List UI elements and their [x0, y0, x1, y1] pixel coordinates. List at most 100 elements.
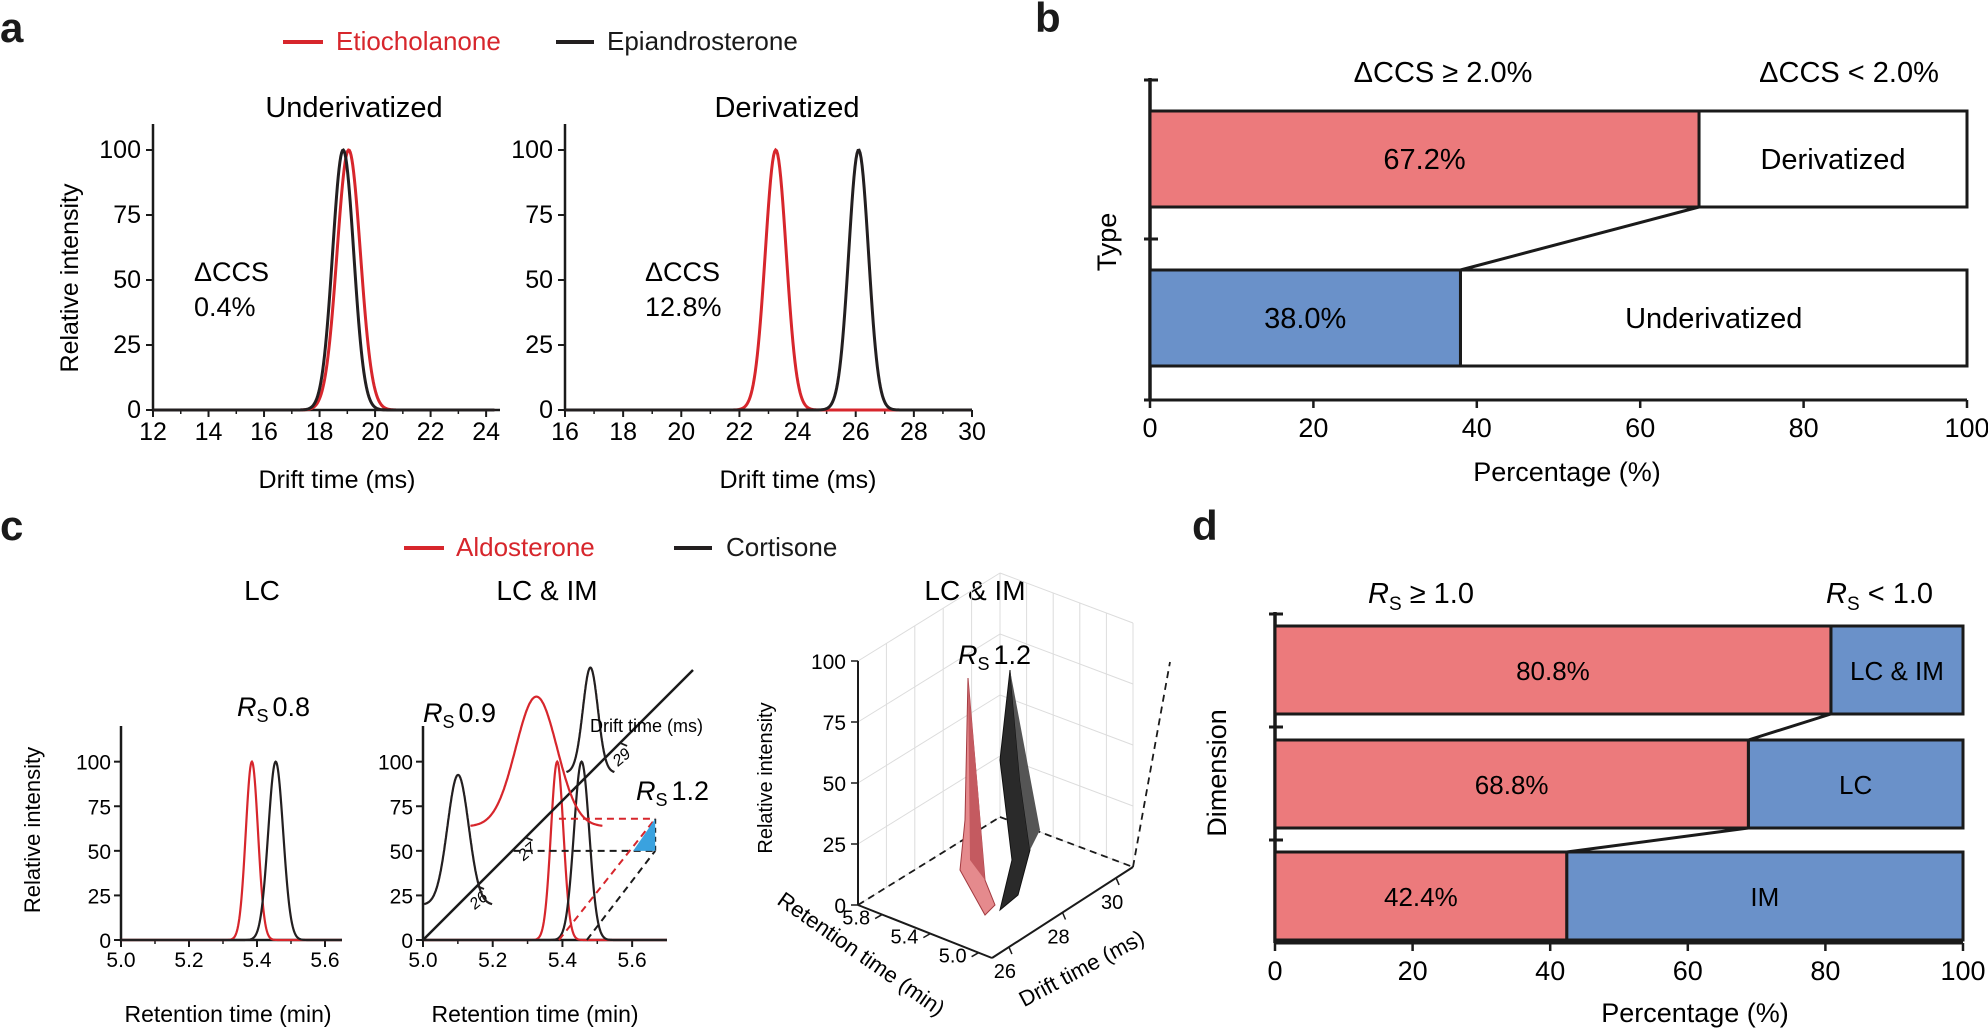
rs-symbol-2: RS 0.9: [423, 698, 496, 732]
a-left-ytick-label-100: 100: [99, 136, 141, 164]
c-3d-drift-tick-28: [1061, 912, 1067, 920]
rs-symbol: RS 0.8: [237, 692, 310, 726]
c-lc-series-cortisone: [121, 760, 342, 942]
c-lcim-rs-annotation-2: RS 1.2: [636, 776, 709, 810]
c-lcim-proj-cortisone: [423, 773, 493, 906]
d-head-right-r: R: [1826, 578, 1847, 610]
d-xlabel: Percentage (%): [1601, 998, 1789, 1028]
plot-a-derivatized: 16 18 20 22 24 26 28 30 0 25 50 75 100: [511, 124, 986, 446]
c-lc-axes: [119, 726, 342, 942]
c-lcim-series-cortisone: [423, 760, 667, 942]
c-3d-grid-left-h-3: [857, 633, 1001, 723]
c-lc-series-aldosterone: [121, 759, 342, 942]
c-lc-xtick-label-5.6: 5.6: [310, 949, 339, 972]
c-3d-z-tick-label-75: 75: [823, 712, 846, 735]
a-left-xtick-label-16: 16: [250, 418, 278, 446]
b-head-left: ΔCCS ≥ 2.0%: [1354, 57, 1533, 89]
d-chart-bar-value-2: 42.4%: [1384, 882, 1458, 912]
rs-subscript: S: [257, 706, 269, 726]
c-title-lcim-2: LC & IM: [924, 575, 1025, 606]
c-3d-grid-left-h-2: [857, 694, 1001, 784]
b-ylabel: Type: [1092, 213, 1122, 272]
c-3d-grid-right-h-2: [999, 694, 1134, 746]
c-lcim-drift-tick-2: [619, 742, 628, 747]
rs-subscript-4: S: [978, 654, 990, 674]
d-chart-xtick-label-20: 20: [1398, 956, 1428, 986]
c-3d-drift-tick-30: [1115, 877, 1120, 886]
d-ylabel: Dimension: [1202, 709, 1232, 837]
plot-c-lc: 5.0 5.2 5.4 5.6 0 25 50 75 100: [76, 726, 342, 972]
a-right-xtick-label-24: 24: [784, 418, 812, 446]
d-head-left-r: R: [1368, 578, 1389, 610]
c-lcim-ytick-label-0: 0: [401, 930, 413, 953]
a-right-xtick-label-26: 26: [842, 418, 870, 446]
a-left-xtick-label-12: 12: [139, 418, 167, 446]
legend-label-cortisone: Cortisone: [726, 532, 837, 562]
panel-label-a: a: [0, 4, 24, 51]
a-right-xtick-label-16: 16: [551, 418, 579, 446]
c-lcim-xtick-label-5.6: 5.6: [618, 949, 647, 972]
a-right-ytick-label-0: 0: [539, 396, 553, 424]
b-chart-xtick-label-40: 40: [1462, 413, 1492, 443]
c-3d-drift-tick-label-28: 28: [1047, 927, 1069, 949]
c-3d-rs-annotation: RS 1.2: [958, 640, 1031, 674]
c-3d-grid-left-h-1: [857, 755, 1001, 845]
c-3d-ret-tick-5.4: [922, 932, 931, 939]
a-left-xtick-label-24: 24: [472, 418, 500, 446]
a-left-series-epiandrosterone: [153, 148, 495, 412]
d-head-left-tail: ≥ 1.0: [1402, 578, 1474, 610]
panel-label-b: b: [1035, 0, 1061, 41]
a-left-xtick-label-14: 14: [195, 418, 223, 446]
c-3d-z-tick-label-50: 50: [823, 773, 846, 796]
c-lcim-ytick-label-100: 100: [378, 752, 413, 775]
c-lcim-rs-annotation-1: RS 0.9: [423, 698, 496, 732]
c-3d-ret-tick-label-5.8: 5.8: [842, 908, 870, 930]
rs-subscript-2: S: [443, 712, 455, 732]
b-chart-xtick-label-0: 0: [1142, 413, 1157, 443]
plot-c-3d: 100 75 50 25 0 Relative intensity 5.8 5.4 5.0 26 2…: [755, 572, 1171, 1021]
d-chart-bar-category-0: LC & IM: [1850, 656, 1944, 686]
c-3d-ret-axis: [857, 904, 993, 959]
rs-value-lcim: 0.9: [459, 698, 497, 728]
d-chart-bar-category-1: LC: [1839, 770, 1872, 800]
c-3d-peak-aldosterone-shade: [968, 678, 985, 880]
c-lc-ytick-label-75: 75: [88, 796, 111, 819]
a-right-xtick-label-20: 20: [667, 418, 695, 446]
c-lc-rs-annotation: RS 0.8: [237, 692, 310, 726]
a-right-series-etiocholanone: [565, 147, 972, 412]
b-chart-bar-category-1: Underivatized: [1625, 303, 1802, 335]
a-left-xtick-label-22: 22: [417, 418, 445, 446]
d-chart-bar-rest-2: [1565, 850, 1965, 942]
d-head-right-text: RS < 1.0: [1826, 578, 1933, 615]
a-left-dccs-label: ΔCCS: [194, 257, 269, 287]
a-right-ytick-label-75: 75: [525, 201, 553, 229]
a-right-series-epiandrosterone: [565, 148, 972, 412]
legend-label-epiandrosterone: Epiandrosterone: [607, 26, 798, 56]
b-chart-xtick-label-80: 80: [1789, 413, 1819, 443]
a-left-xlabel: Drift time (ms): [259, 466, 416, 494]
d-chart-connector-1: [1566, 826, 1749, 854]
c-title-lc: LC: [244, 575, 280, 606]
a-right-xtick-label-18: 18: [609, 418, 637, 446]
rs-symbol-3: RS 1.2: [636, 776, 709, 810]
b-chart-bar-main-1: [1148, 268, 1462, 368]
c-lc-xlabel: Retention time (min): [124, 1001, 331, 1027]
c-lc-ytick-label-100: 100: [76, 752, 111, 775]
legend-label-etiocholanone: Etiocholanone: [336, 26, 501, 56]
c-3d-z-tick-label-0: 0: [834, 895, 846, 918]
d-head-right-sub: S: [1847, 594, 1860, 615]
b-chart-bar-rest-1: [1458, 268, 1969, 368]
c-3d-ret-tick-label-5.0: 5.0: [939, 946, 967, 968]
b-chart-bar-value-0: 67.2%: [1383, 144, 1465, 176]
d-head-left-sub: S: [1389, 594, 1402, 615]
plot-a-underivatized: 12 14 16 18 20 22 24 0 25 50 75 100: [99, 124, 500, 446]
legend-c: Aldosterone Cortisone: [404, 532, 837, 562]
d-chart-bar-value-0: 80.8%: [1516, 656, 1590, 686]
panel-label-d: d: [1192, 502, 1218, 549]
c-lcim-ytick-label-50: 50: [390, 841, 413, 864]
c-lcim-ytick-label-25: 25: [390, 885, 413, 908]
a-left-ytick-label-75: 75: [113, 201, 141, 229]
d-chart-bar-main-0: [1273, 624, 1833, 716]
a-right-ytick-label-50: 50: [525, 266, 553, 294]
a-right-xtick-label-22: 22: [726, 418, 754, 446]
